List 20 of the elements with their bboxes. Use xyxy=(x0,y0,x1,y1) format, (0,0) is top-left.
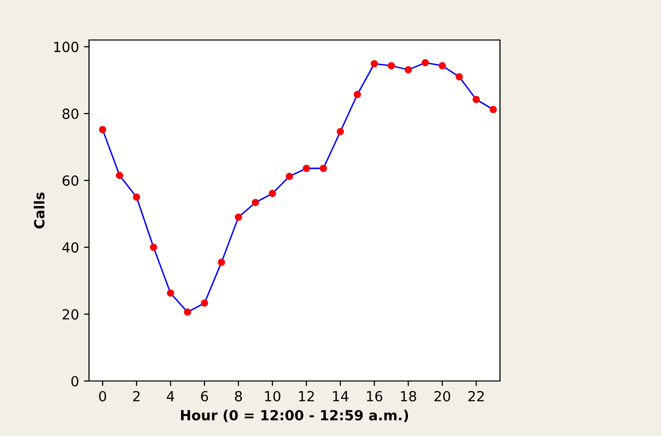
y-tick-label: 80 xyxy=(62,108,78,120)
x-tick-label: 8 xyxy=(234,390,242,402)
x-tick-label: 18 xyxy=(400,390,416,402)
x-tick-label: 2 xyxy=(133,390,140,402)
y-tick-label: 0 xyxy=(71,376,78,386)
x-tick-label: 14 xyxy=(333,391,348,402)
x-tick-label: 22 xyxy=(468,390,484,402)
x-tick-label: 16 xyxy=(367,390,382,402)
y-tick-label: 60 xyxy=(62,175,78,186)
x-tick-label: 20 xyxy=(434,390,450,402)
y-tick-label: 40 xyxy=(62,242,78,253)
x-tick-label: 0 xyxy=(99,390,106,402)
x-tick-label: 12 xyxy=(299,390,314,402)
y-axis-title: Calls xyxy=(34,192,45,228)
y-tick-label: 100 xyxy=(54,42,78,52)
x-tick-label: 10 xyxy=(265,390,280,402)
x-axis-title: Hour (0 = 12:00 - 12:59 a.m.) xyxy=(181,410,408,422)
y-tick-label: 20 xyxy=(62,309,78,320)
x-tick-label: 6 xyxy=(201,390,208,402)
x-tick-label: 4 xyxy=(166,391,174,402)
